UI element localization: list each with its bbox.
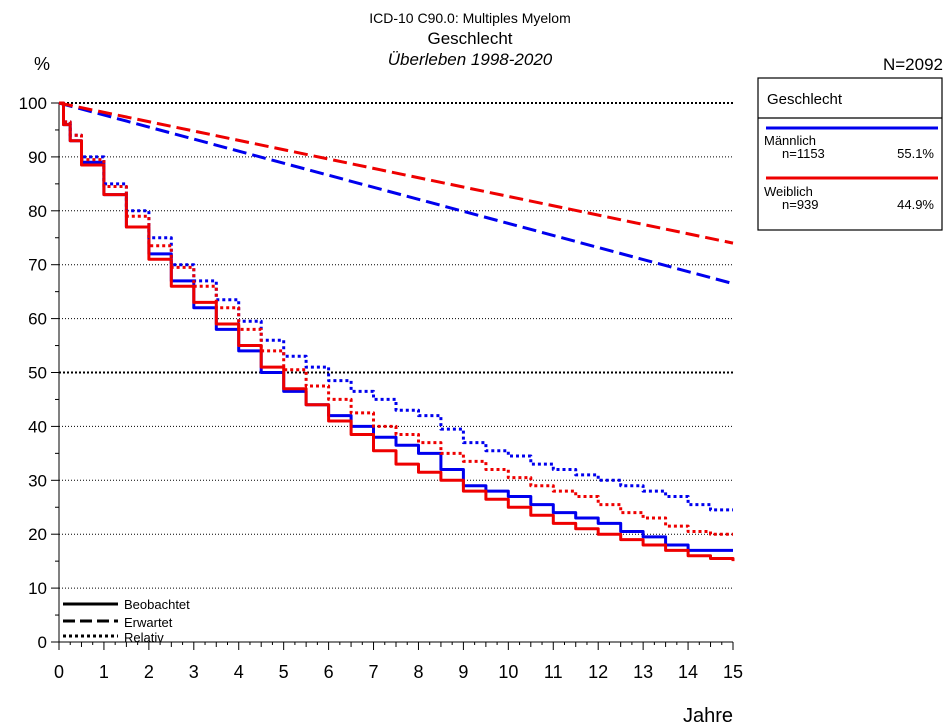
style-legend: Beobachtet Erwartet Relativ	[63, 597, 190, 645]
legend-name-weiblich: Weiblich	[764, 184, 813, 199]
series-weiblich-expected	[58, 101, 734, 245]
x-tick-label: 13	[633, 662, 653, 682]
x-axis: 0 1 2 3 4 5 6 7 8 9 10 11 12 13 14 15	[54, 641, 743, 682]
x-tick-label: 6	[324, 662, 334, 682]
x-tick-label: 4	[234, 662, 244, 682]
y-tick-label: 40	[28, 417, 47, 436]
legend-name-maennlich: Männlich	[764, 133, 816, 148]
legend-label-erwartet: Erwartet	[124, 615, 173, 630]
chart-title-line1: ICD-10 C90.0: Multiples Myelom	[369, 10, 571, 26]
x-tick-label: 3	[189, 662, 199, 682]
x-tick-label: 11	[544, 662, 563, 682]
y-axis-label: %	[34, 54, 50, 74]
series-weiblich-relative	[59, 101, 733, 536]
legend-n-weiblich: n=939	[782, 197, 819, 212]
x-tick-label: 12	[588, 662, 608, 682]
chart-subtitle: Überleben 1998-2020	[388, 50, 553, 69]
x-tick-label: 7	[369, 662, 379, 682]
x-tick-label: 2	[144, 662, 154, 682]
gridlines	[59, 102, 733, 589]
y-tick-label: 70	[28, 256, 47, 275]
y-tick-label: 0	[38, 633, 47, 652]
series-weiblich-observed	[59, 101, 735, 562]
legend-pct-weiblich: 44.9%	[897, 197, 934, 212]
legend-label-relativ: Relativ	[124, 630, 164, 645]
y-tick-label: 80	[28, 202, 47, 221]
x-tick-label: 0	[54, 662, 64, 682]
legend-label-beobachtet: Beobachtet	[124, 597, 190, 612]
y-tick-label: 60	[28, 310, 47, 329]
series-maennlich-relative	[59, 101, 733, 512]
y-tick-label: 30	[28, 471, 47, 490]
x-tick-label: 8	[413, 662, 423, 682]
group-legend-box	[757, 77, 943, 231]
total-n-label: N=2092	[883, 55, 943, 74]
y-tick-label: 20	[28, 525, 47, 544]
x-tick-label: 9	[458, 662, 468, 682]
x-tick-label: 14	[678, 662, 698, 682]
group-legend: Geschlecht Männlich n=1153 55.1% Weiblic…	[757, 77, 943, 231]
legend-n-maennlich: n=1153	[782, 146, 825, 161]
series-maennlich-expected	[58, 101, 734, 286]
x-axis-label: Jahre	[683, 705, 733, 727]
x-tick-label: 5	[279, 662, 289, 682]
x-tick-label: 15	[723, 662, 743, 682]
y-tick-label: 90	[28, 148, 47, 167]
y-tick-label: 100	[19, 94, 47, 113]
x-tick-label: 1	[99, 662, 109, 682]
x-tick-label: 10	[498, 662, 518, 682]
y-tick-label: 50	[28, 364, 47, 383]
legend-pct-maennlich: 55.1%	[897, 146, 934, 161]
series-layer	[58, 101, 735, 562]
chart-title-line2: Geschlecht	[427, 29, 512, 48]
series-maennlich-observed	[59, 101, 733, 552]
y-axis: 0 10 20 30 40 50 60 70 80 90 100	[19, 94, 60, 652]
group-legend-title: Geschlecht	[767, 91, 843, 108]
y-tick-label: 10	[28, 579, 47, 598]
